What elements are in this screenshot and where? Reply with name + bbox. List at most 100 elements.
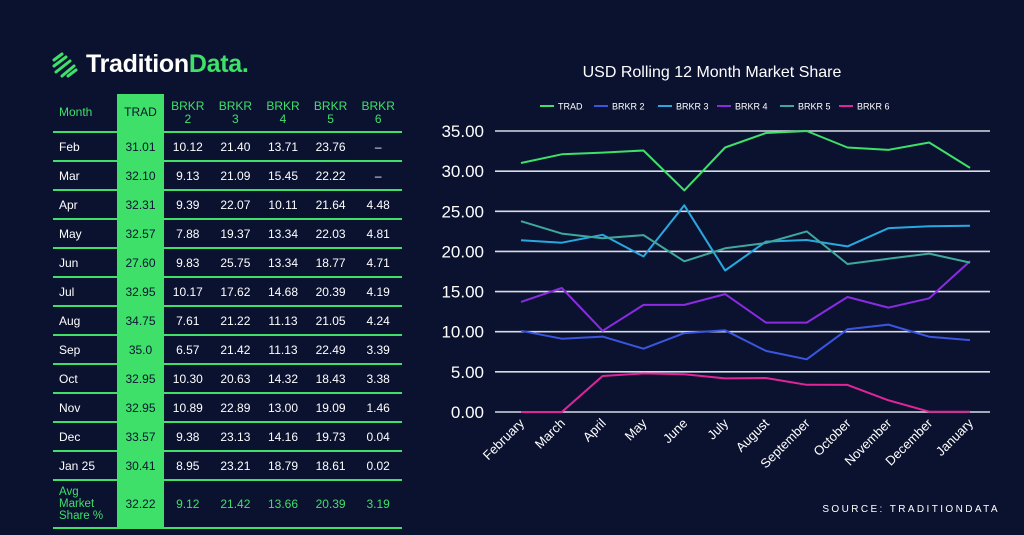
value-cell: 22.49 xyxy=(306,335,355,365)
source-note: SOURCE: TRADITIONDATA xyxy=(822,504,1000,515)
value-cell: 13.71 xyxy=(259,132,307,162)
table-row: Sep 35.0 6.57 21.42 11.13 22.49 3.39 xyxy=(53,335,402,365)
value-cell: 6.57 xyxy=(164,335,212,365)
table-row: Dec 33.57 9.38 23.13 14.16 19.73 0.04 xyxy=(53,422,402,452)
brand-name: TraditionData. xyxy=(86,50,249,79)
table-row: May 32.57 7.88 19.37 13.34 22.03 4.81 xyxy=(53,219,402,249)
average-cell: 21.42 xyxy=(211,480,260,529)
average-cell: 9.12 xyxy=(164,480,212,529)
value-cell: 4.19 xyxy=(354,277,402,307)
value-cell: 32.95 xyxy=(117,393,164,423)
month-cell: Feb xyxy=(53,132,117,162)
month-cell: Jan 25 xyxy=(53,451,117,481)
value-cell: 3.39 xyxy=(354,335,402,365)
value-cell: 4.81 xyxy=(354,219,402,249)
legend-label: BRKR 4 xyxy=(735,102,768,112)
column-header: BRKR 5 xyxy=(306,94,355,133)
table-row: Aug 34.75 7.61 21.22 11.13 21.05 4.24 xyxy=(53,306,402,336)
month-cell: Oct xyxy=(53,364,117,394)
x-tick-label: March xyxy=(532,416,568,452)
value-cell: 21.42 xyxy=(211,335,260,365)
value-cell: 13.34 xyxy=(259,248,307,278)
month-cell: May xyxy=(53,219,117,249)
month-cell: Nov xyxy=(53,393,117,423)
value-cell: 30.41 xyxy=(117,451,164,481)
value-cell: 17.62 xyxy=(211,277,260,307)
value-cell: 22.07 xyxy=(211,190,260,220)
value-cell: 11.13 xyxy=(259,306,307,336)
y-tick-label: 10.00 xyxy=(441,323,484,342)
value-cell: 21.64 xyxy=(306,190,355,220)
brand-logo: TraditionData. xyxy=(52,50,249,79)
y-tick-label: 30.00 xyxy=(441,162,484,181)
column-header: TRAD xyxy=(117,94,164,133)
table-row: Jun 27.60 9.83 25.75 13.34 18.77 4.71 xyxy=(53,248,402,278)
x-tick-label: April xyxy=(580,415,609,444)
column-header: BRKR 4 xyxy=(259,94,307,133)
value-cell: 19.37 xyxy=(211,219,260,249)
x-tick-label: January xyxy=(933,415,977,459)
value-cell: – xyxy=(354,161,402,191)
average-cell: 13.66 xyxy=(259,480,307,529)
table-row: Feb 31.01 10.12 21.40 13.71 23.76– xyxy=(53,132,402,162)
value-cell: 23.21 xyxy=(211,451,260,481)
month-cell: Jun xyxy=(53,248,117,278)
value-cell: 34.75 xyxy=(117,306,164,336)
x-tick-label: February xyxy=(480,415,528,463)
value-cell: 7.61 xyxy=(164,306,212,336)
value-cell: 22.89 xyxy=(211,393,260,423)
value-cell: 10.17 xyxy=(164,277,212,307)
y-tick-label: 15.00 xyxy=(441,283,484,302)
table-row: Mar 32.10 9.13 21.09 15.45 22.22– xyxy=(53,161,402,191)
value-cell: 18.61 xyxy=(306,451,355,481)
average-cell: 20.39 xyxy=(306,480,355,529)
value-cell: 32.31 xyxy=(117,190,164,220)
market-share-table: Month TRAD BRKR 2 BRKR 3 BRKR 4 BRKR 5 BRKR 6 Feb 31.… xyxy=(53,94,402,529)
value-cell: 7.88 xyxy=(164,219,212,249)
logo-chevron-icon xyxy=(52,52,78,77)
average-cell: 3.19 xyxy=(354,480,402,529)
month-cell: Sep xyxy=(53,335,117,365)
value-cell: 13.00 xyxy=(259,393,307,423)
value-cell: 32.95 xyxy=(117,277,164,307)
value-cell: 21.09 xyxy=(211,161,260,191)
value-cell: 0.02 xyxy=(354,451,402,481)
value-cell: 21.40 xyxy=(211,132,260,162)
value-cell: 11.13 xyxy=(259,335,307,365)
brand-name-part-2: Data. xyxy=(188,50,249,78)
value-cell: 8.95 xyxy=(164,451,212,481)
y-tick-label: 5.00 xyxy=(451,363,484,382)
value-cell: 18.77 xyxy=(306,248,355,278)
legend-label: BRKR 2 xyxy=(612,102,645,112)
column-header: Month xyxy=(53,94,117,133)
series-line xyxy=(520,323,971,361)
value-cell: 19.09 xyxy=(306,393,355,423)
x-tick-label: August xyxy=(733,415,772,454)
legend-label: TRAD xyxy=(558,102,583,112)
x-tick-label: June xyxy=(660,416,691,447)
y-tick-label: 35.00 xyxy=(441,122,484,141)
table-row: Oct 32.95 10.30 20.63 14.32 18.43 3.38 xyxy=(53,364,402,394)
value-cell: 3.38 xyxy=(354,364,402,394)
value-cell: 33.57 xyxy=(117,422,164,452)
value-cell: 32.57 xyxy=(117,219,164,249)
table-row: Nov 32.95 10.89 22.89 13.00 19.09 1.46 xyxy=(53,393,402,423)
value-cell: 10.12 xyxy=(164,132,212,162)
series-line xyxy=(521,372,971,413)
value-cell: 10.30 xyxy=(164,364,212,394)
value-cell: 20.39 xyxy=(306,277,355,307)
value-cell: 23.76 xyxy=(306,132,355,162)
column-header: BRKR 2 xyxy=(164,94,212,133)
value-cell: 20.63 xyxy=(211,364,260,394)
value-cell: 1.46 xyxy=(354,393,402,423)
table-row: Jan 25 30.41 8.95 23.21 18.79 18.61 0.02 xyxy=(53,451,402,481)
month-cell: Jul xyxy=(53,277,117,307)
series-line xyxy=(520,220,971,265)
value-cell: 31.01 xyxy=(117,132,164,162)
value-cell: 10.11 xyxy=(259,190,307,220)
value-cell: 21.22 xyxy=(211,306,260,336)
value-cell: 22.22 xyxy=(306,161,355,191)
value-cell: 32.95 xyxy=(117,364,164,394)
value-cell: 10.89 xyxy=(164,393,212,423)
value-cell: 18.79 xyxy=(259,451,307,481)
